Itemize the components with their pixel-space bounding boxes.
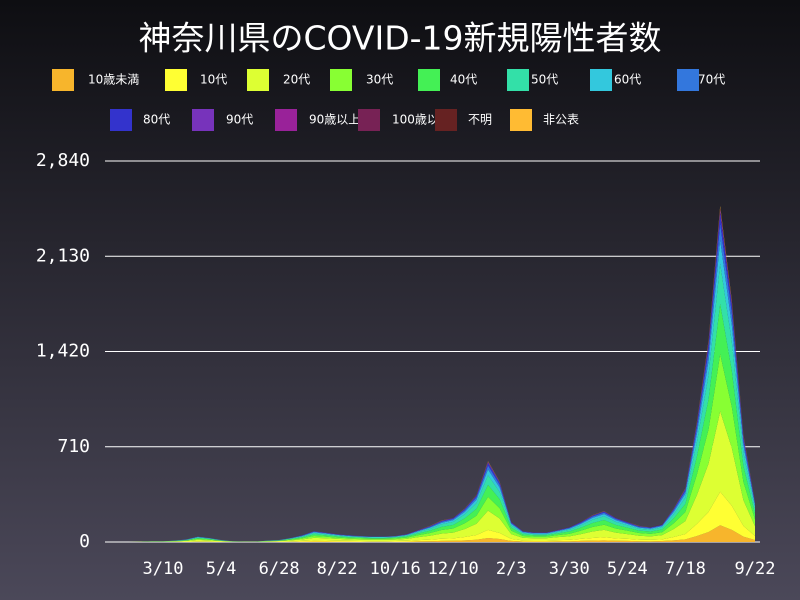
y-tick-label: 710 bbox=[57, 436, 90, 457]
legend-label: 60代 bbox=[614, 73, 641, 87]
chart-title: 神奈川県のCOVID-19新規陽性者数 bbox=[138, 19, 661, 58]
legend-swatch bbox=[330, 69, 352, 91]
y-tick-label: 2,130 bbox=[36, 245, 90, 266]
legend-label: 70代 bbox=[698, 73, 725, 87]
x-tick-label: 5/24 bbox=[607, 559, 648, 579]
legend-label: 非公表 bbox=[543, 113, 579, 127]
legend-label: 40代 bbox=[450, 73, 477, 87]
legend-swatch bbox=[358, 109, 380, 131]
legend-swatch bbox=[165, 69, 187, 91]
x-tick-label: 9/22 bbox=[735, 559, 776, 579]
area bbox=[105, 411, 755, 542]
x-tick-label: 10/16 bbox=[370, 559, 421, 579]
legend-swatch bbox=[590, 69, 612, 91]
legend-swatch bbox=[110, 109, 132, 131]
legend-label: 10代 bbox=[200, 73, 227, 87]
area bbox=[105, 525, 755, 542]
x-tick-label: 3/30 bbox=[549, 559, 590, 579]
x-tick-label: 6/28 bbox=[259, 559, 300, 579]
legend-swatch bbox=[507, 69, 529, 91]
legend-label: 20代 bbox=[283, 73, 310, 87]
legend-label: 90歳以上 bbox=[309, 113, 360, 127]
legend-label: 80代 bbox=[143, 113, 170, 127]
legend-swatch bbox=[52, 69, 74, 91]
x-tick-label: 2/3 bbox=[496, 559, 527, 579]
x-tick-label: 8/22 bbox=[317, 559, 358, 579]
x-tick-label: 3/10 bbox=[143, 559, 184, 579]
y-tick-label: 0 bbox=[79, 531, 90, 552]
legend-label: 50代 bbox=[531, 73, 558, 87]
legend-swatch bbox=[247, 69, 269, 91]
legend-swatch bbox=[435, 109, 457, 131]
legend-swatch bbox=[510, 109, 532, 131]
legend-swatch bbox=[192, 109, 214, 131]
x-tick-label: 5/4 bbox=[206, 559, 237, 579]
legend-label: 90代 bbox=[226, 113, 253, 127]
x-tick-label: 12/10 bbox=[428, 559, 479, 579]
legend-swatch bbox=[418, 69, 440, 91]
x-tick-label: 7/18 bbox=[665, 559, 706, 579]
legend-label: 30代 bbox=[366, 73, 393, 87]
legend-swatch bbox=[677, 69, 699, 91]
legend-swatch bbox=[275, 109, 297, 131]
legend-label: 10歳未満 bbox=[88, 73, 139, 87]
y-tick-label: 2,840 bbox=[36, 150, 90, 171]
area bbox=[105, 491, 755, 542]
legend-label: 不明 bbox=[468, 113, 492, 127]
y-tick-label: 1,420 bbox=[36, 341, 90, 362]
